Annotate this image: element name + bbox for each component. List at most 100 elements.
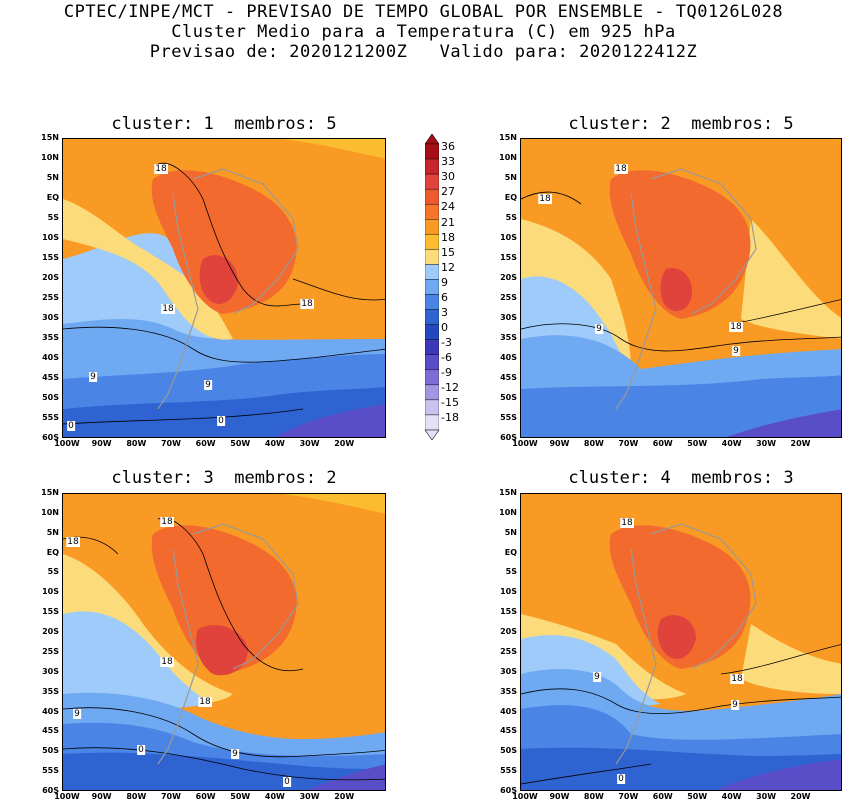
- lat-tick-label: 60S: [500, 786, 517, 795]
- lon-tick-label: 100W: [54, 439, 80, 448]
- lon-tick-label: 30W: [756, 439, 777, 448]
- colorbar-tick-label: -3: [441, 335, 452, 349]
- contour-label: 18: [67, 537, 79, 547]
- lon-tick-label: 70W: [618, 792, 639, 801]
- contour-label: 18: [199, 697, 211, 707]
- lat-tick-label: 30S: [500, 313, 517, 322]
- lat-tick-label: 20S: [42, 273, 59, 282]
- colorbar-tick-label: 21: [441, 215, 455, 229]
- lat-tick-label: 55S: [42, 413, 59, 422]
- lat-tick-label: 15S: [500, 253, 517, 262]
- colorbar-min-arrow: [424, 429, 440, 441]
- colorbar-tick-label: -6: [441, 350, 452, 364]
- colorbar-tick-label: 12: [441, 260, 455, 274]
- lat-tick-label: 5N: [46, 527, 59, 537]
- lat-tick-label: 30S: [42, 313, 59, 322]
- lon-tick-label: 70W: [160, 792, 181, 801]
- lat-tick-label: 15N: [499, 488, 517, 497]
- colorbar-segment: [424, 339, 440, 355]
- contour-label: 9: [596, 324, 602, 334]
- lon-tick-label: 50W: [687, 439, 708, 448]
- colorbar-segment: [424, 219, 440, 235]
- colorbar-tick-label: -18: [441, 411, 459, 425]
- lat-tick-label: 45S: [42, 373, 59, 382]
- lat-tick-label: 10N: [499, 507, 517, 517]
- contour-label: 18: [301, 299, 313, 309]
- lon-tick-label: 50W: [687, 792, 708, 801]
- colorbar-tick-label: 18: [441, 230, 455, 244]
- colorbar-tick-label: 27: [441, 185, 455, 199]
- colorbar-tick-label: -9: [441, 366, 452, 380]
- lon-tick-label: 70W: [160, 439, 181, 448]
- lat-tick-label: 10S: [42, 587, 59, 597]
- colorbar-segment: [424, 399, 440, 416]
- contour-label: 18: [730, 322, 742, 332]
- contour-label: 0: [68, 421, 74, 431]
- panel-1-title: cluster: 1 membros: 5: [111, 114, 337, 134]
- colorbar-segment: [424, 234, 440, 250]
- lat-tick-label: 5S: [505, 567, 517, 577]
- lat-tick-label: 25S: [42, 293, 59, 302]
- lat-tick-label: 25S: [500, 646, 517, 656]
- lat-tick-label: 5N: [504, 527, 517, 537]
- contour-label: 18: [155, 164, 167, 174]
- contour-label: 18: [539, 194, 551, 204]
- lat-tick-label: 10N: [41, 507, 59, 517]
- lat-tick-label: 15S: [500, 607, 517, 617]
- lon-tick-label: 80W: [126, 792, 147, 801]
- contour-label: 9: [733, 346, 739, 356]
- colorbar-segment: [424, 279, 440, 295]
- panel-3-title: cluster: 3 membros: 2: [111, 468, 337, 488]
- lat-tick-label: 40S: [500, 353, 517, 362]
- lat-tick-label: 20S: [500, 627, 517, 637]
- colorbar-segment: [424, 143, 440, 160]
- colorbar-segment: [424, 309, 440, 325]
- lat-tick-label: 40S: [500, 706, 517, 716]
- lon-tick-label: 90W: [549, 439, 570, 448]
- lat-tick-label: 55S: [500, 766, 517, 776]
- lon-tick-label: 70W: [618, 439, 639, 448]
- contour-label: 18: [621, 518, 633, 528]
- lon-tick-label: 20W: [334, 792, 355, 801]
- map-panel-4: 18 18 9 9 0: [520, 493, 842, 791]
- colorbar-graphic: [424, 133, 440, 441]
- lat-tick-label: 35S: [42, 686, 59, 696]
- lon-tick-label: 60W: [652, 439, 673, 448]
- lon-tick-label: 90W: [549, 792, 570, 801]
- lat-tick-label: 10N: [499, 153, 517, 162]
- colorbar-segment: [424, 384, 440, 401]
- lat-tick-label: EQ: [46, 547, 59, 557]
- lat-tick-label: 25S: [42, 646, 59, 656]
- colorbar-segment: [424, 173, 440, 190]
- lat-tick-label: 5S: [47, 567, 59, 577]
- lat-tick-label: 15N: [499, 133, 517, 142]
- lon-tick-label: 100W: [512, 792, 538, 801]
- lat-tick-label: 50S: [42, 746, 59, 756]
- lat-tick-label: 35S: [42, 333, 59, 342]
- lat-tick-label: 10S: [42, 233, 59, 242]
- colorbar-segment: [424, 249, 440, 265]
- lon-tick-label: 60W: [652, 792, 673, 801]
- colorbar-segment: [424, 369, 440, 386]
- contour-label: 9: [732, 700, 738, 710]
- colorbar-tick-label: 36: [441, 140, 455, 154]
- colorbar-segment: [424, 188, 440, 205]
- lon-tick-label: 90W: [91, 792, 112, 801]
- colorbar-max-arrow: [424, 133, 440, 145]
- lat-tick-label: 10S: [500, 587, 517, 597]
- lon-tick-label: 40W: [721, 439, 742, 448]
- contour-label: 9: [90, 372, 96, 382]
- contour-label: 9: [594, 672, 600, 682]
- lat-tick-label: 50S: [500, 393, 517, 402]
- lat-tick-label: 30S: [42, 666, 59, 676]
- colorbar-segment: [424, 264, 440, 280]
- colorbar-segment: [424, 354, 440, 370]
- lon-tick-label: 50W: [230, 439, 251, 448]
- title-line-1: CPTEC/INPE/MCT - PREVISAO DE TEMPO GLOBA…: [63, 2, 784, 22]
- colorbar-tick-label: 24: [441, 200, 455, 214]
- lat-tick-label: 20S: [500, 273, 517, 282]
- contour-label: 18: [161, 657, 173, 667]
- lat-tick-label: 55S: [42, 766, 59, 776]
- contour-label: 18: [731, 674, 743, 684]
- lat-tick-label: 5S: [505, 213, 517, 222]
